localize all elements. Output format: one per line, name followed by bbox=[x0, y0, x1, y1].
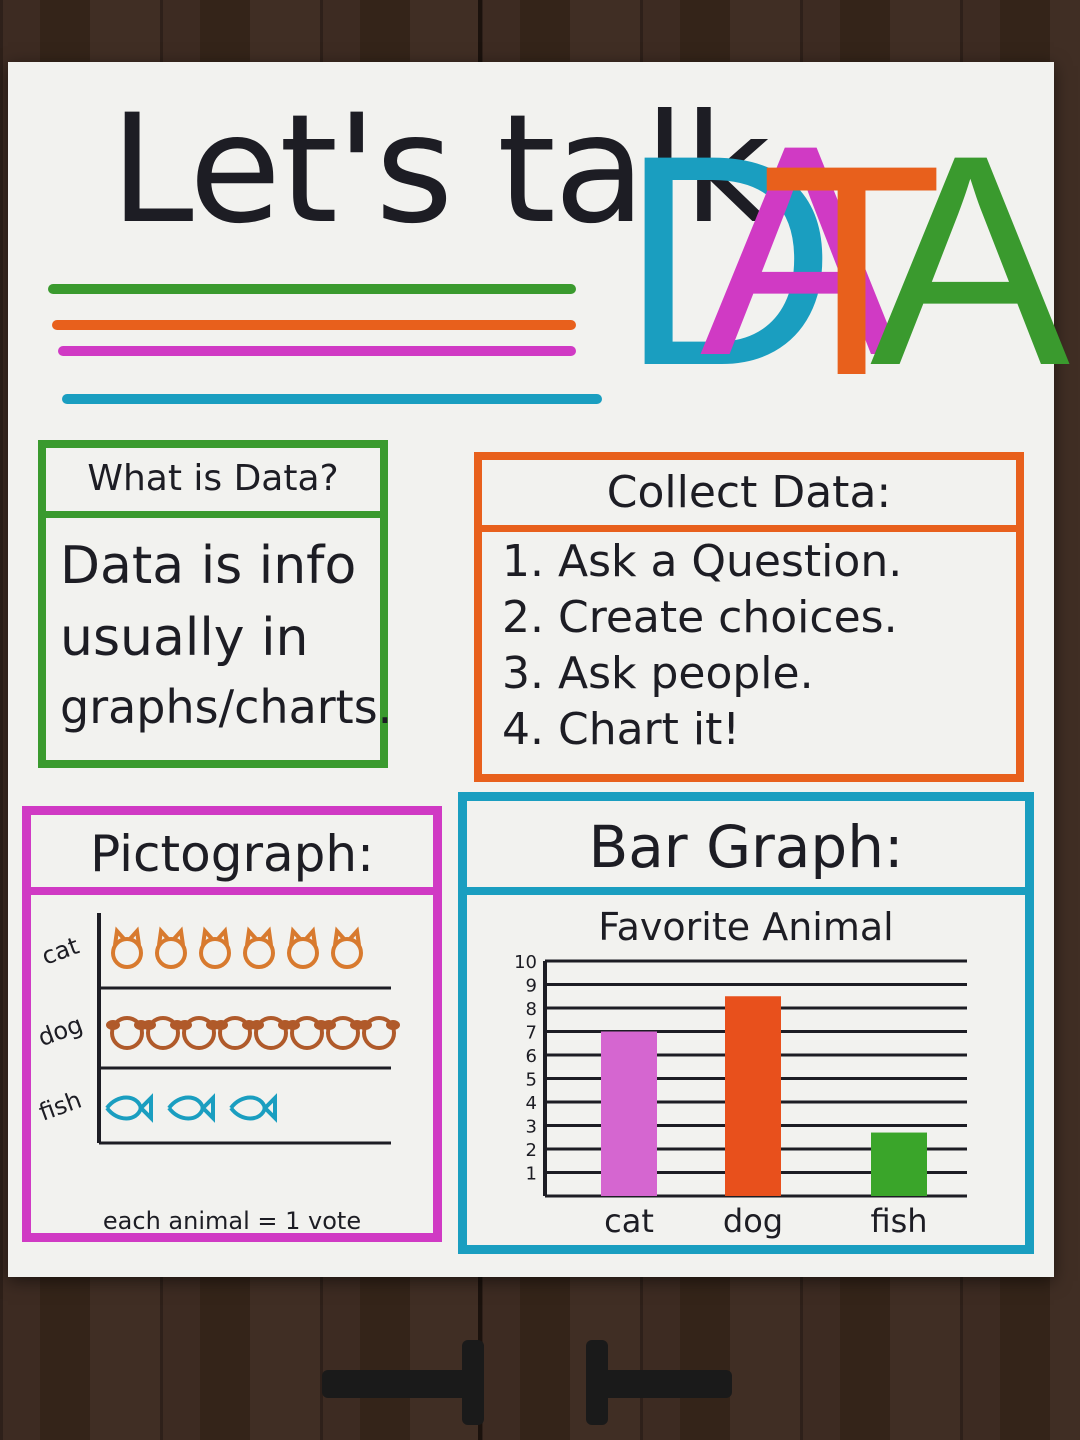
what-is-data-line: Data is info bbox=[60, 536, 357, 596]
y-tick-label: 6 bbox=[526, 1046, 537, 1067]
cat-face-icon bbox=[199, 926, 231, 969]
hinge-right bbox=[592, 1370, 732, 1398]
bar-graph-heading: Bar Graph: bbox=[467, 801, 1025, 895]
cat-face-icon bbox=[331, 926, 363, 969]
y-tick-label: 7 bbox=[526, 1023, 537, 1044]
y-tick-label: 9 bbox=[526, 976, 537, 997]
y-tick-label: 5 bbox=[526, 1070, 537, 1091]
bar-cat bbox=[601, 1031, 657, 1196]
anchor-chart-paper bbox=[8, 62, 1054, 1277]
what-is-data-heading: What is Data? bbox=[46, 448, 380, 518]
dog-face-icon bbox=[358, 1016, 400, 1050]
bar-chart: 1 23 45 67 89 10 cat dog fish bbox=[514, 952, 967, 1240]
pictograph-row-label: cat bbox=[38, 932, 83, 971]
y-tick-label: 4 bbox=[526, 1093, 537, 1114]
dog-face-icon bbox=[214, 1016, 256, 1050]
collect-step: 2. Create choices. bbox=[502, 592, 898, 643]
underline-orange bbox=[52, 320, 576, 330]
underline-magenta bbox=[58, 346, 576, 356]
hinge-pin bbox=[586, 1340, 608, 1425]
hinge-pin bbox=[462, 1340, 484, 1425]
chart-title: Favorite Animal bbox=[598, 905, 894, 949]
cat-face-icon bbox=[243, 926, 275, 969]
collect-step: 4. Chart it! bbox=[502, 704, 740, 755]
pictograph-figure: cat dog fish bbox=[34, 913, 400, 1145]
x-tick-label: dog bbox=[723, 1202, 783, 1240]
fish-icon bbox=[167, 1093, 215, 1123]
y-tick-label: 3 bbox=[526, 1117, 537, 1138]
x-tick-label: cat bbox=[604, 1202, 654, 1240]
fish-icon bbox=[229, 1093, 277, 1123]
collect-data-box: Collect Data: 1. Ask a Question. 2. Crea… bbox=[474, 452, 1024, 782]
dog-face-icon bbox=[286, 1016, 328, 1050]
pictograph-box: Pictograph: cat dog fish each animal = 1 v… bbox=[22, 806, 442, 1242]
title-lets-talk: Let's talk bbox=[110, 83, 770, 257]
cat-face-icon bbox=[155, 926, 187, 969]
underline-green bbox=[48, 284, 576, 294]
bar-fish bbox=[871, 1132, 927, 1196]
bar-dog bbox=[725, 996, 781, 1196]
cat-face-icon bbox=[111, 926, 143, 969]
x-tick-label: fish bbox=[870, 1202, 927, 1240]
collect-step: 3. Ask people. bbox=[502, 648, 814, 699]
plank-gap bbox=[478, 0, 482, 62]
title-letter-t: T bbox=[760, 102, 944, 438]
dog-face-icon bbox=[142, 1016, 184, 1050]
cat-face-icon bbox=[287, 926, 319, 969]
y-tick-label: 8 bbox=[526, 999, 537, 1020]
pictograph-row-label: fish bbox=[35, 1086, 85, 1127]
underline-blue bbox=[62, 394, 602, 404]
title-letter-a: A bbox=[700, 82, 901, 418]
y-tick-label: 2 bbox=[526, 1140, 537, 1161]
dog-face-icon bbox=[178, 1016, 220, 1050]
pictograph-row-label: dog bbox=[34, 1010, 86, 1052]
y-tick-label: 1 bbox=[526, 1164, 537, 1185]
hinge-left bbox=[322, 1370, 472, 1398]
dog-face-icon bbox=[106, 1016, 148, 1050]
bar-graph-box: Bar Graph: Favorite Animal 1 2 3 4 5 6 7 8 9 10 ca… bbox=[458, 792, 1034, 1254]
pictograph-heading: Pictograph: bbox=[31, 815, 433, 895]
dog-face-icon bbox=[250, 1016, 292, 1050]
what-is-data-line: usually in bbox=[60, 608, 309, 668]
what-is-data-line: graphs/charts. bbox=[60, 680, 393, 734]
pictograph-key: each animal = 1 vote bbox=[102, 1207, 362, 1235]
fish-icon bbox=[105, 1093, 153, 1123]
what-is-data-box: What is Data? Data is info usually in gr… bbox=[38, 440, 392, 768]
title-letter-d: D bbox=[620, 92, 837, 428]
dog-face-icon bbox=[322, 1016, 364, 1050]
collect-step: 1. Ask a Question. bbox=[502, 536, 903, 587]
title-letter-a2: A bbox=[870, 92, 1071, 428]
y-tick-label: 10 bbox=[514, 952, 537, 973]
collect-data-heading: Collect Data: bbox=[482, 460, 1016, 532]
